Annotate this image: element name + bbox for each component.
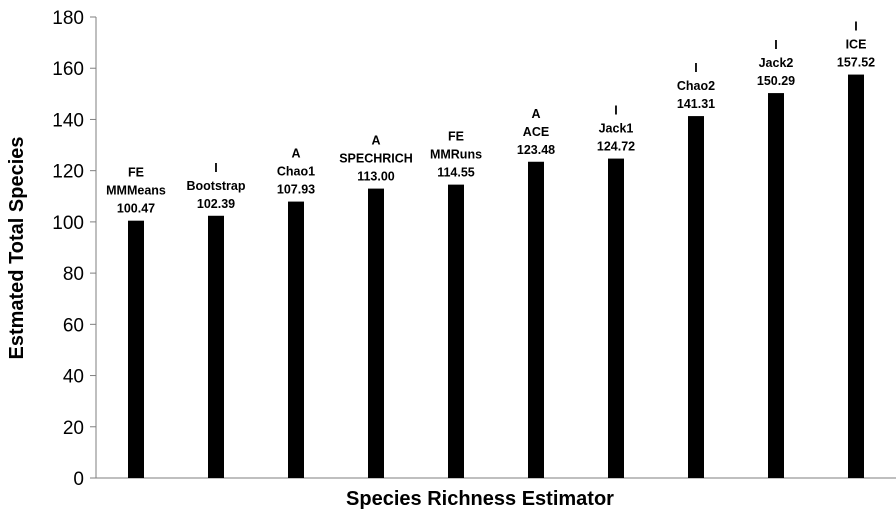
x-axis-title: Species Richness Estimator — [346, 488, 614, 510]
y-tick-label: 160 — [52, 59, 84, 80]
bar — [848, 74, 864, 478]
bar-group-label: FE — [448, 130, 464, 144]
bar-category-label: MMMeans — [106, 184, 166, 198]
y-tick-label: 140 — [52, 110, 84, 131]
bar — [528, 161, 544, 478]
bar-category-label: Jack1 — [599, 122, 634, 136]
bar-category-label: Chao1 — [277, 165, 315, 179]
bar-labels: FE MMMeans 100.47 I Bootstrap 102.39 A Chao1 107… — [106, 20, 875, 216]
bar-value-label: 124.72 — [597, 140, 635, 154]
bar-value-label: 141.31 — [677, 97, 715, 111]
bar — [608, 158, 624, 478]
y-tick-label: 80 — [63, 264, 84, 285]
bar-group-label: FE — [128, 166, 144, 180]
bar-group-label: I — [214, 161, 217, 175]
bar — [208, 215, 224, 479]
bar-value-label: 114.55 — [437, 166, 475, 180]
bar-category-label: Jack2 — [759, 56, 794, 70]
bar-category-label: Bootstrap — [186, 179, 245, 193]
y-tick-label: 40 — [63, 367, 84, 388]
y-tick-label: 0 — [73, 469, 84, 490]
y-axis-ticks: 0 20 40 60 80 100 120 140 160 180 — [52, 8, 96, 490]
bar-group-label: I — [614, 104, 617, 118]
bar-group-label: I — [774, 38, 777, 52]
bar-group-label: A — [371, 134, 380, 148]
y-tick-label: 20 — [63, 418, 84, 439]
bar-category-label: ICE — [846, 38, 867, 52]
bar-category-label: ACE — [523, 125, 549, 139]
bar-group-label: I — [694, 61, 697, 75]
bar-category-label: MMRuns — [430, 148, 482, 162]
bar-value-label: 123.48 — [517, 143, 555, 157]
y-tick-label: 60 — [63, 315, 84, 336]
bars — [128, 74, 864, 479]
y-axis-title: Estmated Total Species — [6, 136, 28, 359]
bar-value-label: 150.29 — [757, 74, 795, 88]
bar-value-label: 107.93 — [277, 183, 315, 197]
bar — [768, 93, 784, 479]
bar-group-label: A — [531, 107, 540, 121]
bar-value-label: 100.47 — [117, 202, 155, 216]
bar — [128, 220, 144, 478]
y-tick-label: 180 — [52, 8, 84, 29]
bar-group-label: A — [291, 147, 300, 161]
bar — [288, 201, 304, 478]
bar-group-label: I — [854, 20, 857, 34]
bar — [368, 188, 384, 478]
bar-category-label: Chao2 — [677, 79, 715, 93]
bar-category-label: SPECHRICH — [339, 152, 413, 166]
y-tick-label: 120 — [52, 162, 84, 183]
bar — [448, 184, 464, 478]
bar-value-label: 113.00 — [357, 170, 395, 184]
bar-value-label: 157.52 — [837, 56, 875, 70]
y-tick-label: 100 — [52, 213, 84, 234]
bar-value-label: 102.39 — [197, 197, 235, 211]
bar — [688, 116, 704, 478]
